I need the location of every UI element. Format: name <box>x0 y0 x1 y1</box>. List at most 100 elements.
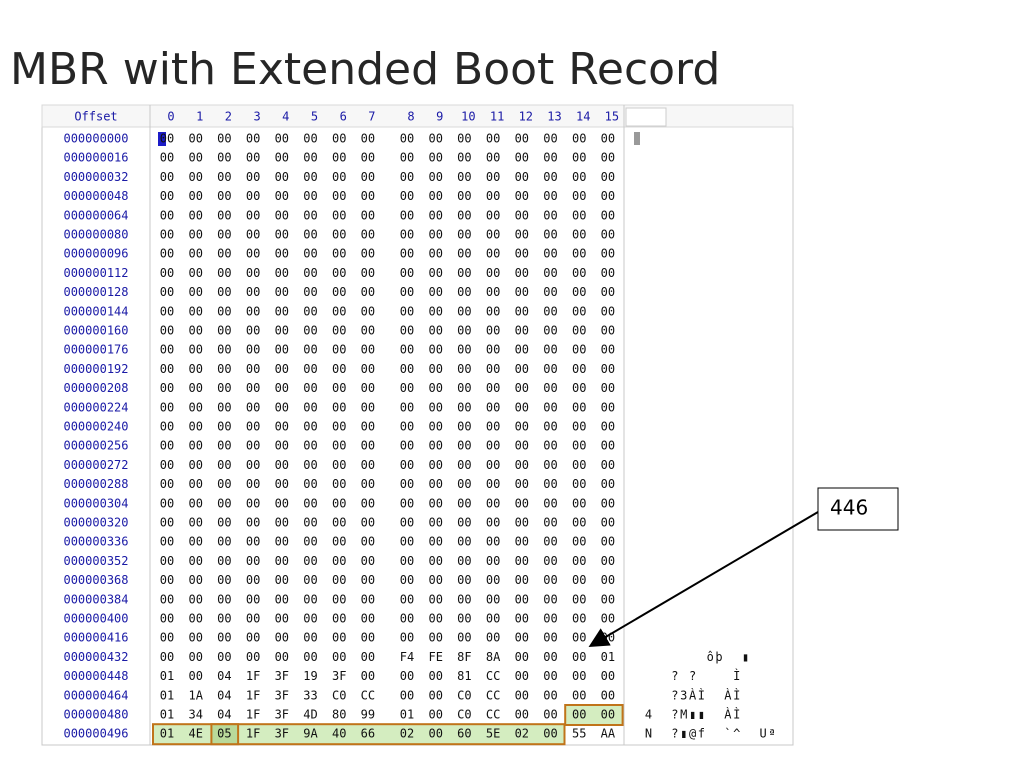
column-header: 10 <box>461 110 475 124</box>
byte: F4 <box>400 650 414 664</box>
byte: 01 <box>160 669 174 683</box>
byte: 00 <box>601 189 615 203</box>
byte: 00 <box>332 420 346 434</box>
byte: 00 <box>160 381 174 395</box>
byte: 00 <box>275 516 289 530</box>
offset: 000000192 <box>63 362 128 376</box>
byte: 04 <box>217 669 231 683</box>
byte: 00 <box>486 362 500 376</box>
byte: 00 <box>361 247 375 261</box>
byte: 00 <box>188 400 202 414</box>
byte: 00 <box>457 458 471 472</box>
byte: 00 <box>188 669 202 683</box>
byte: 00 <box>543 516 557 530</box>
byte: 00 <box>332 554 346 568</box>
byte: 00 <box>246 151 260 165</box>
byte: 00 <box>160 631 174 645</box>
byte: 00 <box>303 228 317 242</box>
byte: 00 <box>303 554 317 568</box>
byte: 00 <box>486 170 500 184</box>
byte: 00 <box>457 535 471 549</box>
byte: 00 <box>188 631 202 645</box>
byte: 00 <box>332 573 346 587</box>
byte: 00 <box>188 592 202 606</box>
offset: 000000304 <box>63 496 128 510</box>
byte: 00 <box>515 592 529 606</box>
byte: 00 <box>515 554 529 568</box>
byte: 00 <box>515 247 529 261</box>
byte: 00 <box>428 554 442 568</box>
byte: 00 <box>332 400 346 414</box>
byte: 00 <box>160 362 174 376</box>
byte: 00 <box>543 688 557 702</box>
byte: 00 <box>601 151 615 165</box>
byte: 00 <box>160 324 174 338</box>
ascii: ?3ÀÌ ÀÌ <box>636 687 742 702</box>
byte: 00 <box>332 170 346 184</box>
byte: 00 <box>332 650 346 664</box>
slide-title: MBR with Extended Boot Record <box>10 44 720 95</box>
byte: 00 <box>246 535 260 549</box>
byte: 00 <box>361 132 375 146</box>
offset: 000000480 <box>63 708 128 722</box>
byte: 00 <box>543 420 557 434</box>
byte: 00 <box>601 420 615 434</box>
byte: 00 <box>361 189 375 203</box>
byte: 00 <box>428 343 442 357</box>
byte: 00 <box>217 400 231 414</box>
byte: 00 <box>486 151 500 165</box>
byte: 01 <box>400 708 414 722</box>
byte: 00 <box>601 208 615 222</box>
byte: 00 <box>543 247 557 261</box>
byte: 00 <box>543 592 557 606</box>
byte: 00 <box>217 439 231 453</box>
byte: 00 <box>486 381 500 395</box>
byte: 00 <box>428 266 442 280</box>
byte: 00 <box>486 189 500 203</box>
byte: 00 <box>188 285 202 299</box>
byte: 00 <box>428 151 442 165</box>
byte: 00 <box>332 324 346 338</box>
byte: 00 <box>486 228 500 242</box>
byte: 00 <box>361 304 375 318</box>
byte: 00 <box>515 208 529 222</box>
byte: 00 <box>457 516 471 530</box>
column-header: Offset <box>74 110 117 124</box>
byte: 00 <box>601 669 615 683</box>
byte: 00 <box>457 247 471 261</box>
byte: 00 <box>275 151 289 165</box>
byte: 00 <box>428 285 442 299</box>
byte: 00 <box>457 324 471 338</box>
byte: 00 <box>275 439 289 453</box>
byte: 00 <box>428 592 442 606</box>
byte: 00 <box>303 496 317 510</box>
byte: 00 <box>428 208 442 222</box>
byte: 00 <box>160 228 174 242</box>
byte: 3F <box>275 688 289 702</box>
byte: 00 <box>486 285 500 299</box>
byte: 00 <box>515 343 529 357</box>
byte: 00 <box>361 573 375 587</box>
offset: 000000096 <box>63 247 128 261</box>
byte: CC <box>361 688 375 702</box>
byte: 00 <box>572 439 586 453</box>
byte: 00 <box>303 266 317 280</box>
byte: 00 <box>246 304 260 318</box>
byte: 00 <box>217 189 231 203</box>
byte: 00 <box>303 458 317 472</box>
byte: 00 <box>543 324 557 338</box>
byte: 00 <box>486 631 500 645</box>
byte: 00 <box>400 132 414 146</box>
offset: 000000432 <box>63 650 128 664</box>
byte: 00 <box>332 228 346 242</box>
byte: 00 <box>361 362 375 376</box>
byte: 00 <box>572 535 586 549</box>
byte: 00 <box>601 304 615 318</box>
byte: 00 <box>160 592 174 606</box>
byte: 00 <box>303 324 317 338</box>
byte: 00 <box>275 400 289 414</box>
byte: 00 <box>515 420 529 434</box>
byte: 00 <box>515 266 529 280</box>
